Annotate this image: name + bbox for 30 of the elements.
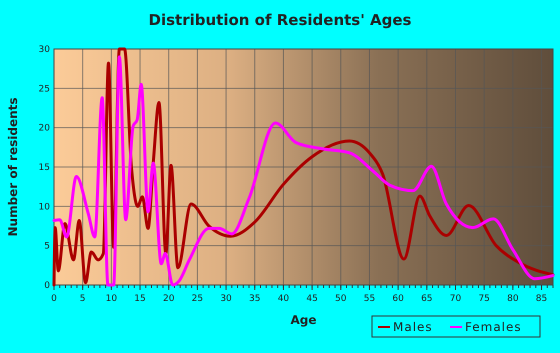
x-tick-label: 70 — [450, 294, 462, 304]
y-tick-label: 10 — [38, 202, 50, 212]
x-tick-label: 80 — [507, 294, 519, 304]
x-tick-label: 65 — [421, 294, 433, 304]
x-tick-label: 30 — [220, 294, 232, 304]
x-tick-label: 45 — [306, 294, 318, 304]
y-tick-label: 30 — [38, 45, 50, 55]
x-tick-label: 40 — [278, 294, 290, 304]
y-tick-label: 25 — [38, 84, 50, 94]
x-tick-label: 85 — [536, 294, 548, 304]
y-tick-label: 15 — [38, 163, 50, 173]
y-tick-label: 0 — [44, 281, 50, 291]
x-tick-label: 5 — [80, 294, 86, 304]
y-axis-title: Number of residents — [6, 97, 20, 237]
x-tick-label: 10 — [106, 294, 118, 304]
y-tick-label: 5 — [44, 242, 50, 252]
x-tick-label: 15 — [134, 294, 146, 304]
x-tick-label: 60 — [392, 294, 404, 304]
x-tick-label: 0 — [51, 294, 58, 304]
chart-title: Distribution of Residents' Ages — [148, 11, 412, 29]
y-tick-label: 20 — [38, 124, 50, 134]
legend-label: Males — [393, 320, 433, 334]
x-tick-label: 75 — [478, 294, 490, 304]
legend-label: Females — [465, 320, 522, 334]
x-tick-label: 35 — [249, 294, 260, 304]
x-tick-label: 20 — [162, 294, 175, 304]
x-tick-label: 55 — [364, 294, 376, 304]
x-tick-label: 50 — [335, 294, 347, 304]
x-tick-label: 25 — [192, 294, 204, 304]
x-axis-title: Age — [290, 313, 317, 327]
